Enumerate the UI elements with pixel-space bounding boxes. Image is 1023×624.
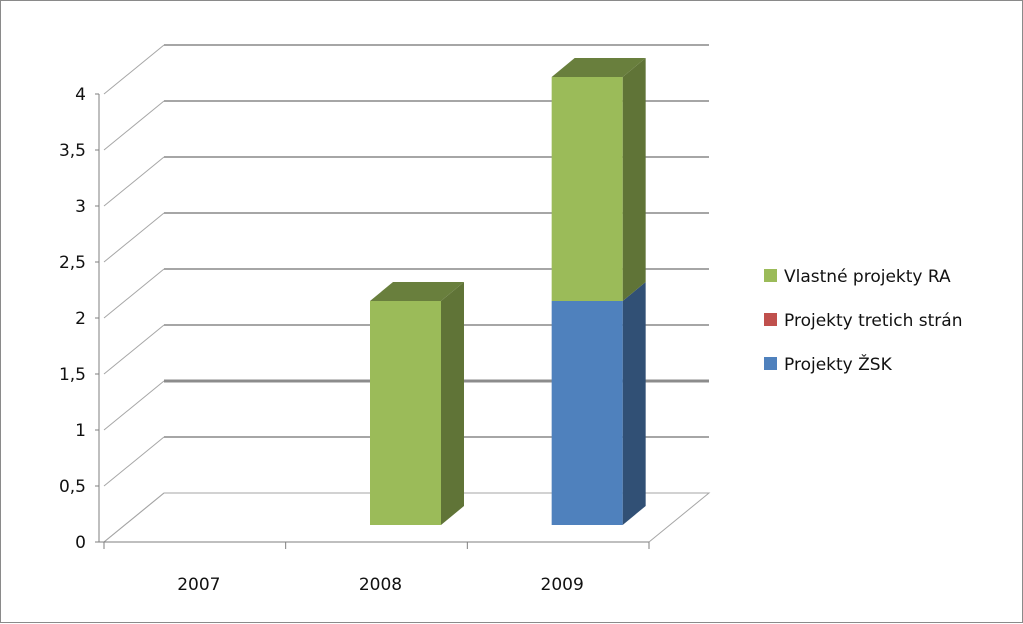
bar-2009-vlastne-projekty-ra-top [551,58,646,77]
chart-axes [95,93,650,549]
bar-2008-vlastne-projekty-ra-side [441,282,464,525]
x-tick-label: 2009 [541,575,584,595]
legend-item-projekty-tretich-stran: Projekty tretich strán [764,311,962,331]
x-tick-label: 2008 [359,575,402,595]
legend-swatch [764,357,777,370]
side-wall-gridline [103,212,165,263]
y-tick-label: 0 [75,533,86,553]
bar-2009-vlastne-projekty-ra-front [551,77,623,301]
chart-legend: Vlastné projekty RA Projekty tretich strá… [764,267,962,375]
y-tick-label: 2,5 [59,253,86,273]
y-tick-label: 4 [75,85,86,105]
bar-2009-vlastne-projekty-ra-side [622,58,646,301]
bar-2008-vlastne-projekty-ra-front [370,301,441,525]
y-tick-label: 3,5 [59,141,86,161]
bar-2008-vlastne-projekty-ra-top [370,282,464,301]
y-tick-label: 1,5 [59,365,86,385]
legend-label: Projekty ŽSK [784,353,893,375]
bar-2009-projekty-zsk-front [551,301,623,525]
side-wall-gridline [103,156,165,207]
legend-label: Projekty tretich strán [784,311,962,331]
bar-2009-vlastne-projekty-ra [551,58,646,301]
bar-2009-projekty-zsk-side [622,282,646,525]
bar-2009-projekty-zsk [551,282,646,525]
y-tick-label: 2 [75,309,86,329]
side-wall-gridline [103,436,165,487]
legend-item-vlastne-projekty-ra: Vlastné projekty RA [764,267,951,287]
side-wall-gridline [103,268,165,319]
legend-label: Vlastné projekty RA [784,267,951,287]
legend-swatch [764,313,777,326]
y-tick-label: 0,5 [59,477,86,497]
x-tick-labels: 2007 2008 2009 [177,575,584,595]
bar-2008-vlastne-projekty-ra [370,282,464,525]
y-tick-label: 1 [75,421,86,441]
y-tick-labels: 0 0,5 1 1,5 2 2,5 3 3,5 4 [59,85,86,553]
y-tick-label: 3 [75,197,86,217]
side-wall-gridline [103,324,165,375]
side-wall-gridline [103,100,165,151]
legend-swatch [764,269,777,282]
legend-item-projekty-zsk: Projekty ŽSK [764,353,893,375]
side-wall-gridline [103,380,165,431]
side-wall-gridline [103,44,165,95]
x-tick-label: 2007 [177,575,220,595]
chart-bars [370,58,646,525]
